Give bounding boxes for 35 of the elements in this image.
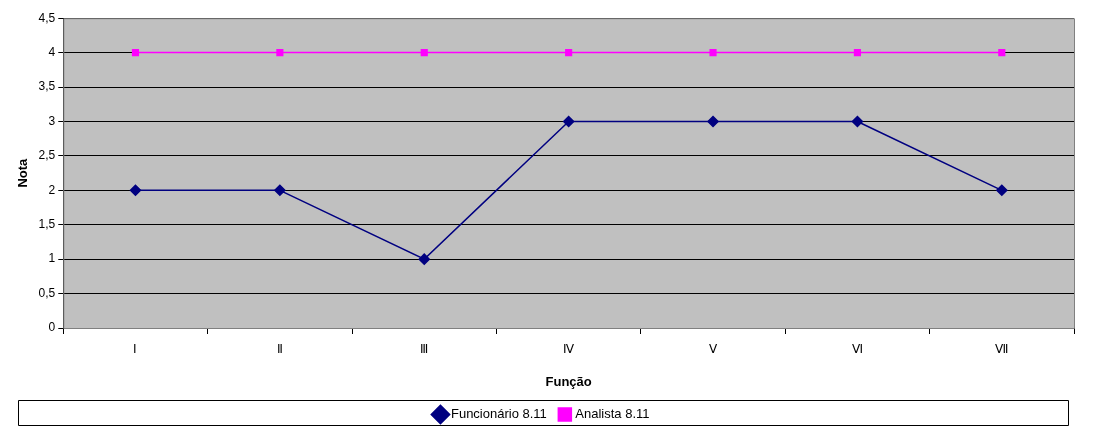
point [131, 49, 140, 57]
x-tick-label: Ⅴ [709, 341, 719, 356]
y-tick-label: 4 [48, 44, 56, 59]
point [129, 184, 142, 197]
point [420, 49, 428, 57]
point [418, 253, 430, 265]
y-tick-label: 3 [48, 113, 56, 128]
y-tick-label: 0,5 [38, 285, 56, 300]
point [998, 49, 1006, 57]
point [276, 49, 284, 57]
x-tick-label: Ⅲ [420, 341, 429, 356]
y-axis-title: Nota [15, 157, 31, 188]
point [562, 115, 575, 128]
legend-label: Funcionário 8.11 [450, 406, 547, 422]
point [996, 184, 1008, 197]
point [851, 115, 864, 128]
point [274, 184, 286, 197]
point [853, 49, 861, 57]
y-tick-label: 1 [48, 251, 56, 266]
y-tick-label: 3,5 [38, 79, 56, 94]
x-tick-label: Ⅰ [133, 341, 138, 356]
x-tick-label: Ⅶ [995, 341, 1009, 356]
x-axis-title: Função [545, 373, 592, 389]
point [565, 49, 573, 57]
point [707, 115, 719, 128]
x-tick-label: Ⅳ [563, 341, 575, 356]
legend-label: Analista 8.11 [575, 406, 650, 422]
y-tick-label: 2,5 [38, 148, 56, 163]
x-tick-label: Ⅵ [851, 341, 863, 356]
y-tick-label: 0 [48, 320, 56, 335]
y-tick-label: 2 [48, 182, 56, 197]
y-tick-label: 1,5 [38, 217, 56, 232]
point [709, 49, 717, 57]
y-tick-label: 4,5 [38, 10, 56, 25]
x-tick-label: Ⅱ [276, 341, 283, 356]
